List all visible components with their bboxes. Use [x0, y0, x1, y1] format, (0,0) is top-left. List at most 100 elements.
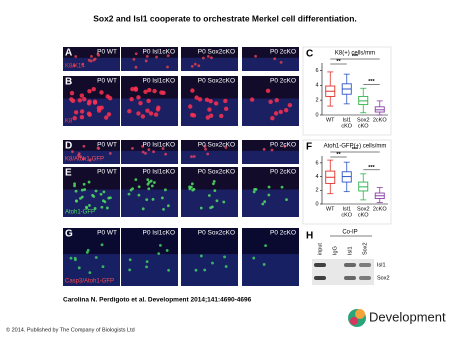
cell	[136, 111, 141, 116]
citation: Carolina N. Perdigoto et al. Development…	[63, 297, 252, 304]
cell	[87, 99, 92, 104]
cell	[85, 205, 88, 209]
sig-label: ***	[352, 54, 359, 60]
cell	[94, 189, 98, 193]
cell	[197, 64, 201, 68]
cell	[204, 97, 210, 103]
cell	[285, 198, 288, 202]
cell	[190, 155, 193, 159]
panel-label: G	[65, 229, 73, 240]
tissue	[181, 57, 238, 71]
cell	[152, 88, 157, 94]
condition-label: P0 WT	[97, 78, 117, 85]
tissue	[121, 150, 178, 164]
cell	[264, 244, 267, 248]
cell	[267, 193, 271, 197]
cell	[97, 147, 101, 150]
cell	[80, 195, 84, 199]
condition-label: P0 Sox2cKO	[198, 142, 235, 149]
cell	[85, 250, 89, 254]
x-tick-label: WT	[326, 206, 335, 212]
cell	[213, 189, 217, 193]
cell	[223, 106, 229, 112]
cell	[147, 187, 151, 191]
cell	[252, 256, 256, 260]
y-tick-label: 4	[315, 174, 318, 180]
cell	[223, 255, 226, 259]
stain-label: K8/K14	[65, 64, 85, 70]
condition-label: P0 Sox2cKO	[198, 230, 235, 237]
cell	[100, 205, 104, 209]
chart-title: Atoh1-GFP(+) cells/mm	[324, 144, 387, 150]
blot-band	[344, 263, 356, 267]
cell	[204, 147, 208, 151]
cell	[83, 188, 87, 191]
panel-label: B	[65, 77, 72, 88]
cell	[197, 97, 203, 102]
cell	[131, 187, 135, 191]
cell	[91, 87, 96, 92]
y-tick-label: 6	[315, 160, 318, 166]
cell	[72, 116, 77, 121]
cell	[202, 56, 205, 60]
cell	[190, 182, 194, 186]
cell	[131, 146, 134, 150]
cell	[87, 89, 92, 94]
cell	[249, 97, 255, 102]
cell	[133, 86, 138, 91]
cell	[165, 249, 169, 252]
x-tick-label: Isl1	[342, 206, 351, 212]
cell	[167, 268, 171, 272]
cell	[261, 202, 265, 206]
y-tick-label: 2	[315, 98, 318, 104]
footer: © 2014. Published by The Company of Biol…	[6, 326, 135, 333]
cell	[156, 105, 161, 110]
cell	[92, 100, 98, 105]
cell	[79, 114, 85, 120]
cell	[128, 258, 132, 262]
cell	[191, 113, 197, 118]
lane-label: Sox2	[362, 242, 368, 255]
cell	[213, 101, 219, 106]
logo-text: Development	[369, 309, 446, 324]
cell	[254, 54, 257, 58]
cell	[224, 265, 228, 268]
cell	[105, 206, 109, 210]
cell	[92, 58, 96, 62]
cell	[273, 57, 277, 61]
cell	[161, 147, 165, 150]
condition-label: P0 Isl1cKO	[142, 142, 175, 149]
cell	[91, 193, 95, 197]
cell	[207, 194, 211, 197]
cell	[191, 188, 195, 192]
cell	[69, 97, 74, 102]
cell	[164, 188, 167, 192]
cell	[81, 62, 85, 66]
cell	[82, 144, 86, 148]
stain-label: Atoh1-GFP	[65, 210, 95, 216]
logo-mark	[355, 309, 365, 319]
cell	[209, 206, 213, 210]
x-tick-label: WT	[326, 117, 335, 123]
y-tick-label: 0	[315, 201, 318, 207]
cell	[103, 200, 107, 204]
cell	[129, 96, 134, 102]
cell	[82, 157, 85, 161]
cell	[145, 54, 149, 58]
cell	[79, 155, 82, 159]
cell	[145, 198, 149, 202]
cell	[134, 65, 138, 69]
blot-band	[359, 276, 371, 280]
cell	[151, 197, 155, 201]
cell	[270, 148, 274, 152]
condition-label: P0 Sox2cKO	[198, 49, 235, 56]
cell	[141, 150, 145, 154]
lane-label: Isl1	[347, 246, 353, 255]
cell	[106, 112, 112, 117]
cell	[74, 189, 78, 193]
cell	[199, 206, 203, 210]
condition-label: P0 Isl1cKO	[142, 169, 175, 176]
cell	[252, 190, 256, 194]
cell	[253, 187, 257, 191]
logo-mark	[350, 317, 358, 325]
